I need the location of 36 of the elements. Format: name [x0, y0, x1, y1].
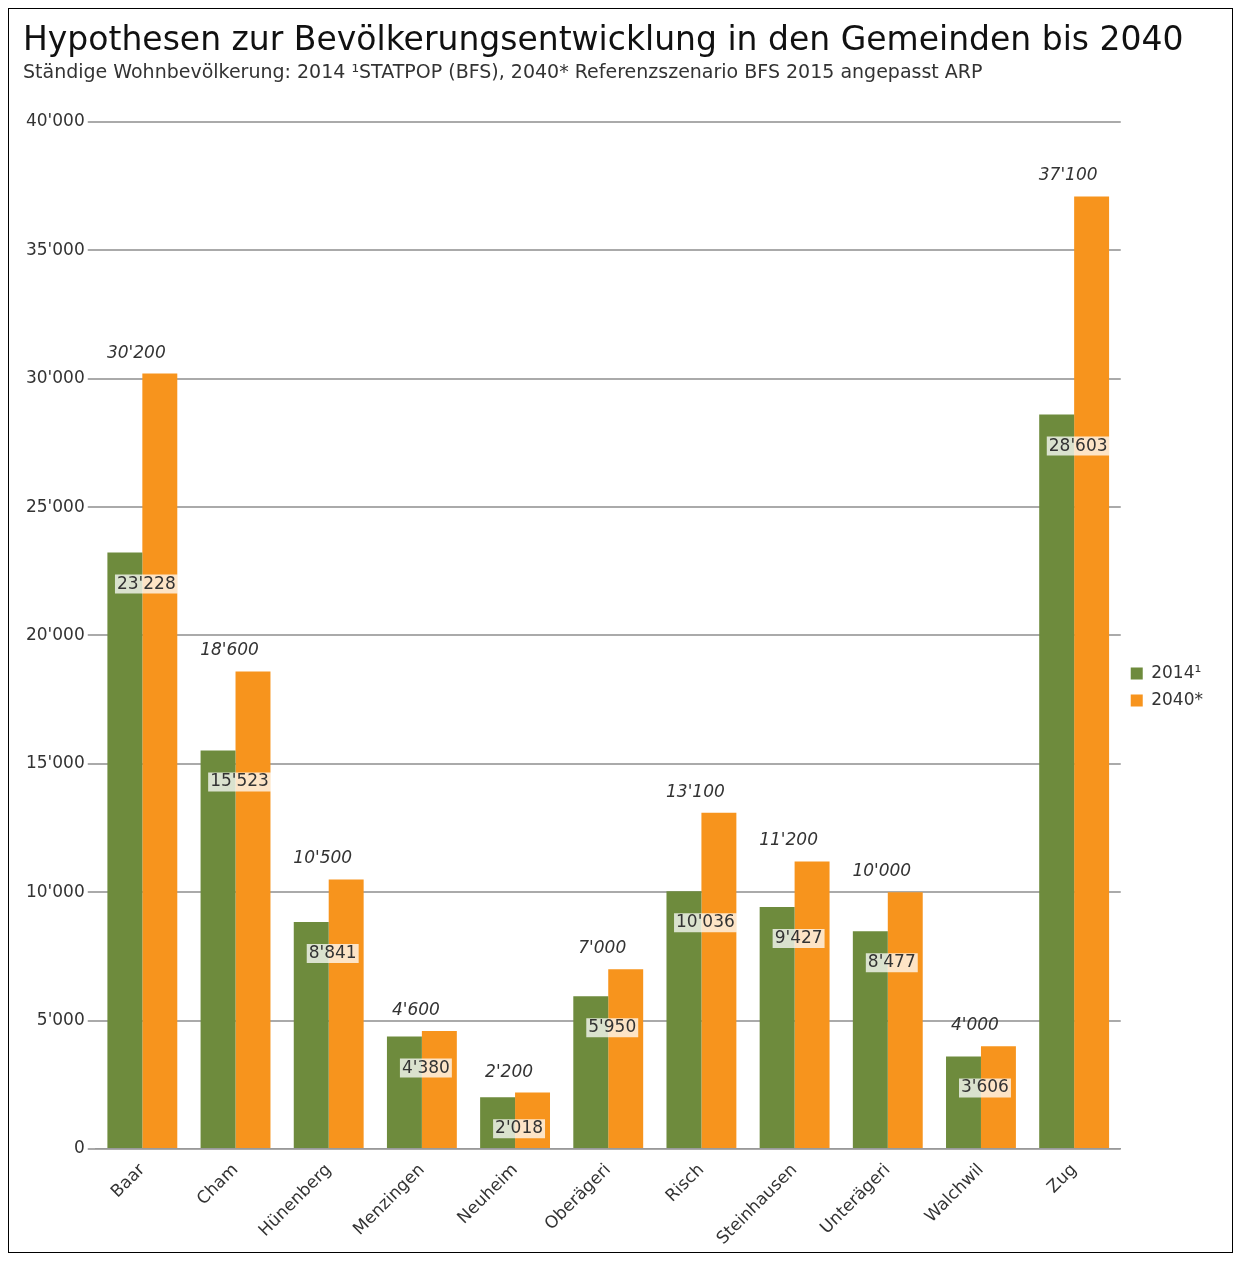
legend-label: 2014¹	[1151, 661, 1202, 682]
y-tick-label: 40'000	[25, 110, 85, 131]
data-label: 23'228	[116, 572, 176, 593]
y-tick-label: 0	[73, 1137, 85, 1158]
data-label: 7'000	[578, 937, 627, 958]
y-tick-label: 30'000	[25, 367, 85, 388]
x-tick-label: Zug	[1042, 1159, 1081, 1197]
data-label: 18'600	[200, 639, 259, 660]
data-label: 2'200	[485, 1060, 534, 1081]
data-label: 4'000	[951, 1014, 999, 1035]
y-tick-label: 20'000	[25, 623, 85, 644]
data-label: 3'606	[961, 1076, 1009, 1097]
data-label: 37'100	[1038, 164, 1098, 185]
y-tick-label: 35'000	[25, 238, 85, 259]
data-label: 4'600	[391, 998, 440, 1019]
data-label: 11'200	[759, 829, 818, 850]
data-label: 4'380	[401, 1056, 450, 1077]
data-label: 10'036	[676, 911, 735, 932]
y-tick-label: 5'000	[36, 1009, 85, 1030]
y-tick-label: 25'000	[25, 495, 85, 516]
data-label: 30'200	[106, 341, 166, 362]
data-label: 28'603	[1048, 434, 1108, 455]
legend-label: 2040*	[1151, 688, 1203, 709]
y-tick-label: 10'000	[25, 880, 85, 901]
data-label: 10'500	[293, 847, 353, 868]
data-label: 15'523	[210, 770, 269, 791]
data-label: 10'000	[852, 860, 912, 881]
y-tick-label: 15'000	[25, 752, 85, 773]
data-label: 8'477	[867, 951, 916, 972]
data-label: 5'950	[588, 1016, 637, 1037]
chart-title: Hypothesen zur Bevölkerungsentwicklung in den Gemeinden bis 2040	[23, 19, 1185, 58]
chart-subtitle: Ständige Wohnbevölkerung: 2014 ¹STATPOP (BFS), 2040* Referenzszenario BFS 2015 angepasst ARP	[23, 60, 984, 82]
data-label: 9'427	[774, 926, 823, 947]
data-label: 13'100	[666, 780, 725, 801]
data-label: 2'018	[495, 1117, 544, 1138]
data-label: 8'841	[308, 942, 357, 962]
